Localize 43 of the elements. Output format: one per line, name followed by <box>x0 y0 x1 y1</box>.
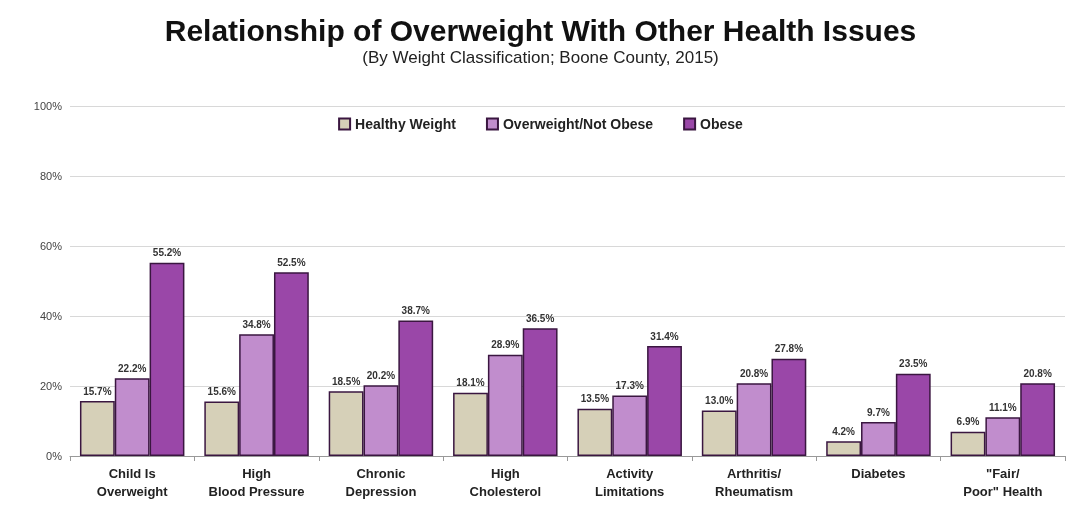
x-tick-label: Child Is Overweight <box>96 465 169 499</box>
y-tick-label: 0% <box>46 450 63 462</box>
y-tick-label: 100% <box>33 100 63 112</box>
data-label: 22.2% <box>118 362 147 374</box>
data-label: 13.0% <box>705 395 734 406</box>
data-label: 6.9% <box>956 416 980 428</box>
legend-label: Healthy Weight <box>355 116 457 132</box>
data-label: 23.5% <box>899 358 928 370</box>
data-label: 36.5% <box>525 312 555 324</box>
x-tick-label: Activity Limitations <box>595 465 665 499</box>
data-label: 20.8% <box>739 367 769 379</box>
data-label: 9.7% <box>867 406 890 418</box>
x-tick-label: High Cholesterol <box>469 465 542 499</box>
y-tick-label: 80% <box>39 170 63 182</box>
data-label: 15.6% <box>207 385 237 397</box>
x-tick-label: "Fair/ Poor" Health <box>963 465 1043 499</box>
chart-title: Relationship of Overweight With Other Health Issues <box>164 13 917 47</box>
legend-label: Obese <box>700 116 744 132</box>
data-label: 4.2% <box>832 425 856 437</box>
data-label: 20.2% <box>366 369 396 381</box>
data-label: 52.5% <box>277 256 306 268</box>
chart-subtitle: (By Weight Classification; Boone County, 2015) <box>362 48 719 67</box>
data-label: 31.4% <box>650 330 679 342</box>
data-label: 28.9% <box>491 339 520 351</box>
data-label: 38.7% <box>401 305 431 317</box>
legend-label: Overweight/Not Obese <box>502 116 654 132</box>
y-tick-label: 20% <box>39 380 63 392</box>
x-tick-label: Arthritis/ Rheumatism <box>715 465 794 499</box>
data-label: 13.5% <box>580 393 610 405</box>
x-tick-label: Diabetes <box>851 465 906 481</box>
data-label: 18.1% <box>456 377 485 389</box>
x-tick-label: Chronic Depression <box>345 465 417 499</box>
data-label: 55.2% <box>152 247 182 259</box>
data-label: 18.5% <box>331 375 361 387</box>
data-label: 27.8% <box>774 343 804 355</box>
data-label: 20.8% <box>1023 367 1052 379</box>
data-label: 17.3% <box>615 379 644 391</box>
x-tick-label: High Blood Pressure <box>208 465 305 499</box>
y-tick-label: 40% <box>39 310 63 322</box>
data-label: 15.7% <box>83 385 112 397</box>
data-label: 11.1% <box>988 401 1017 413</box>
y-tick-label: 60% <box>39 240 63 252</box>
data-label: 34.8% <box>242 318 271 330</box>
